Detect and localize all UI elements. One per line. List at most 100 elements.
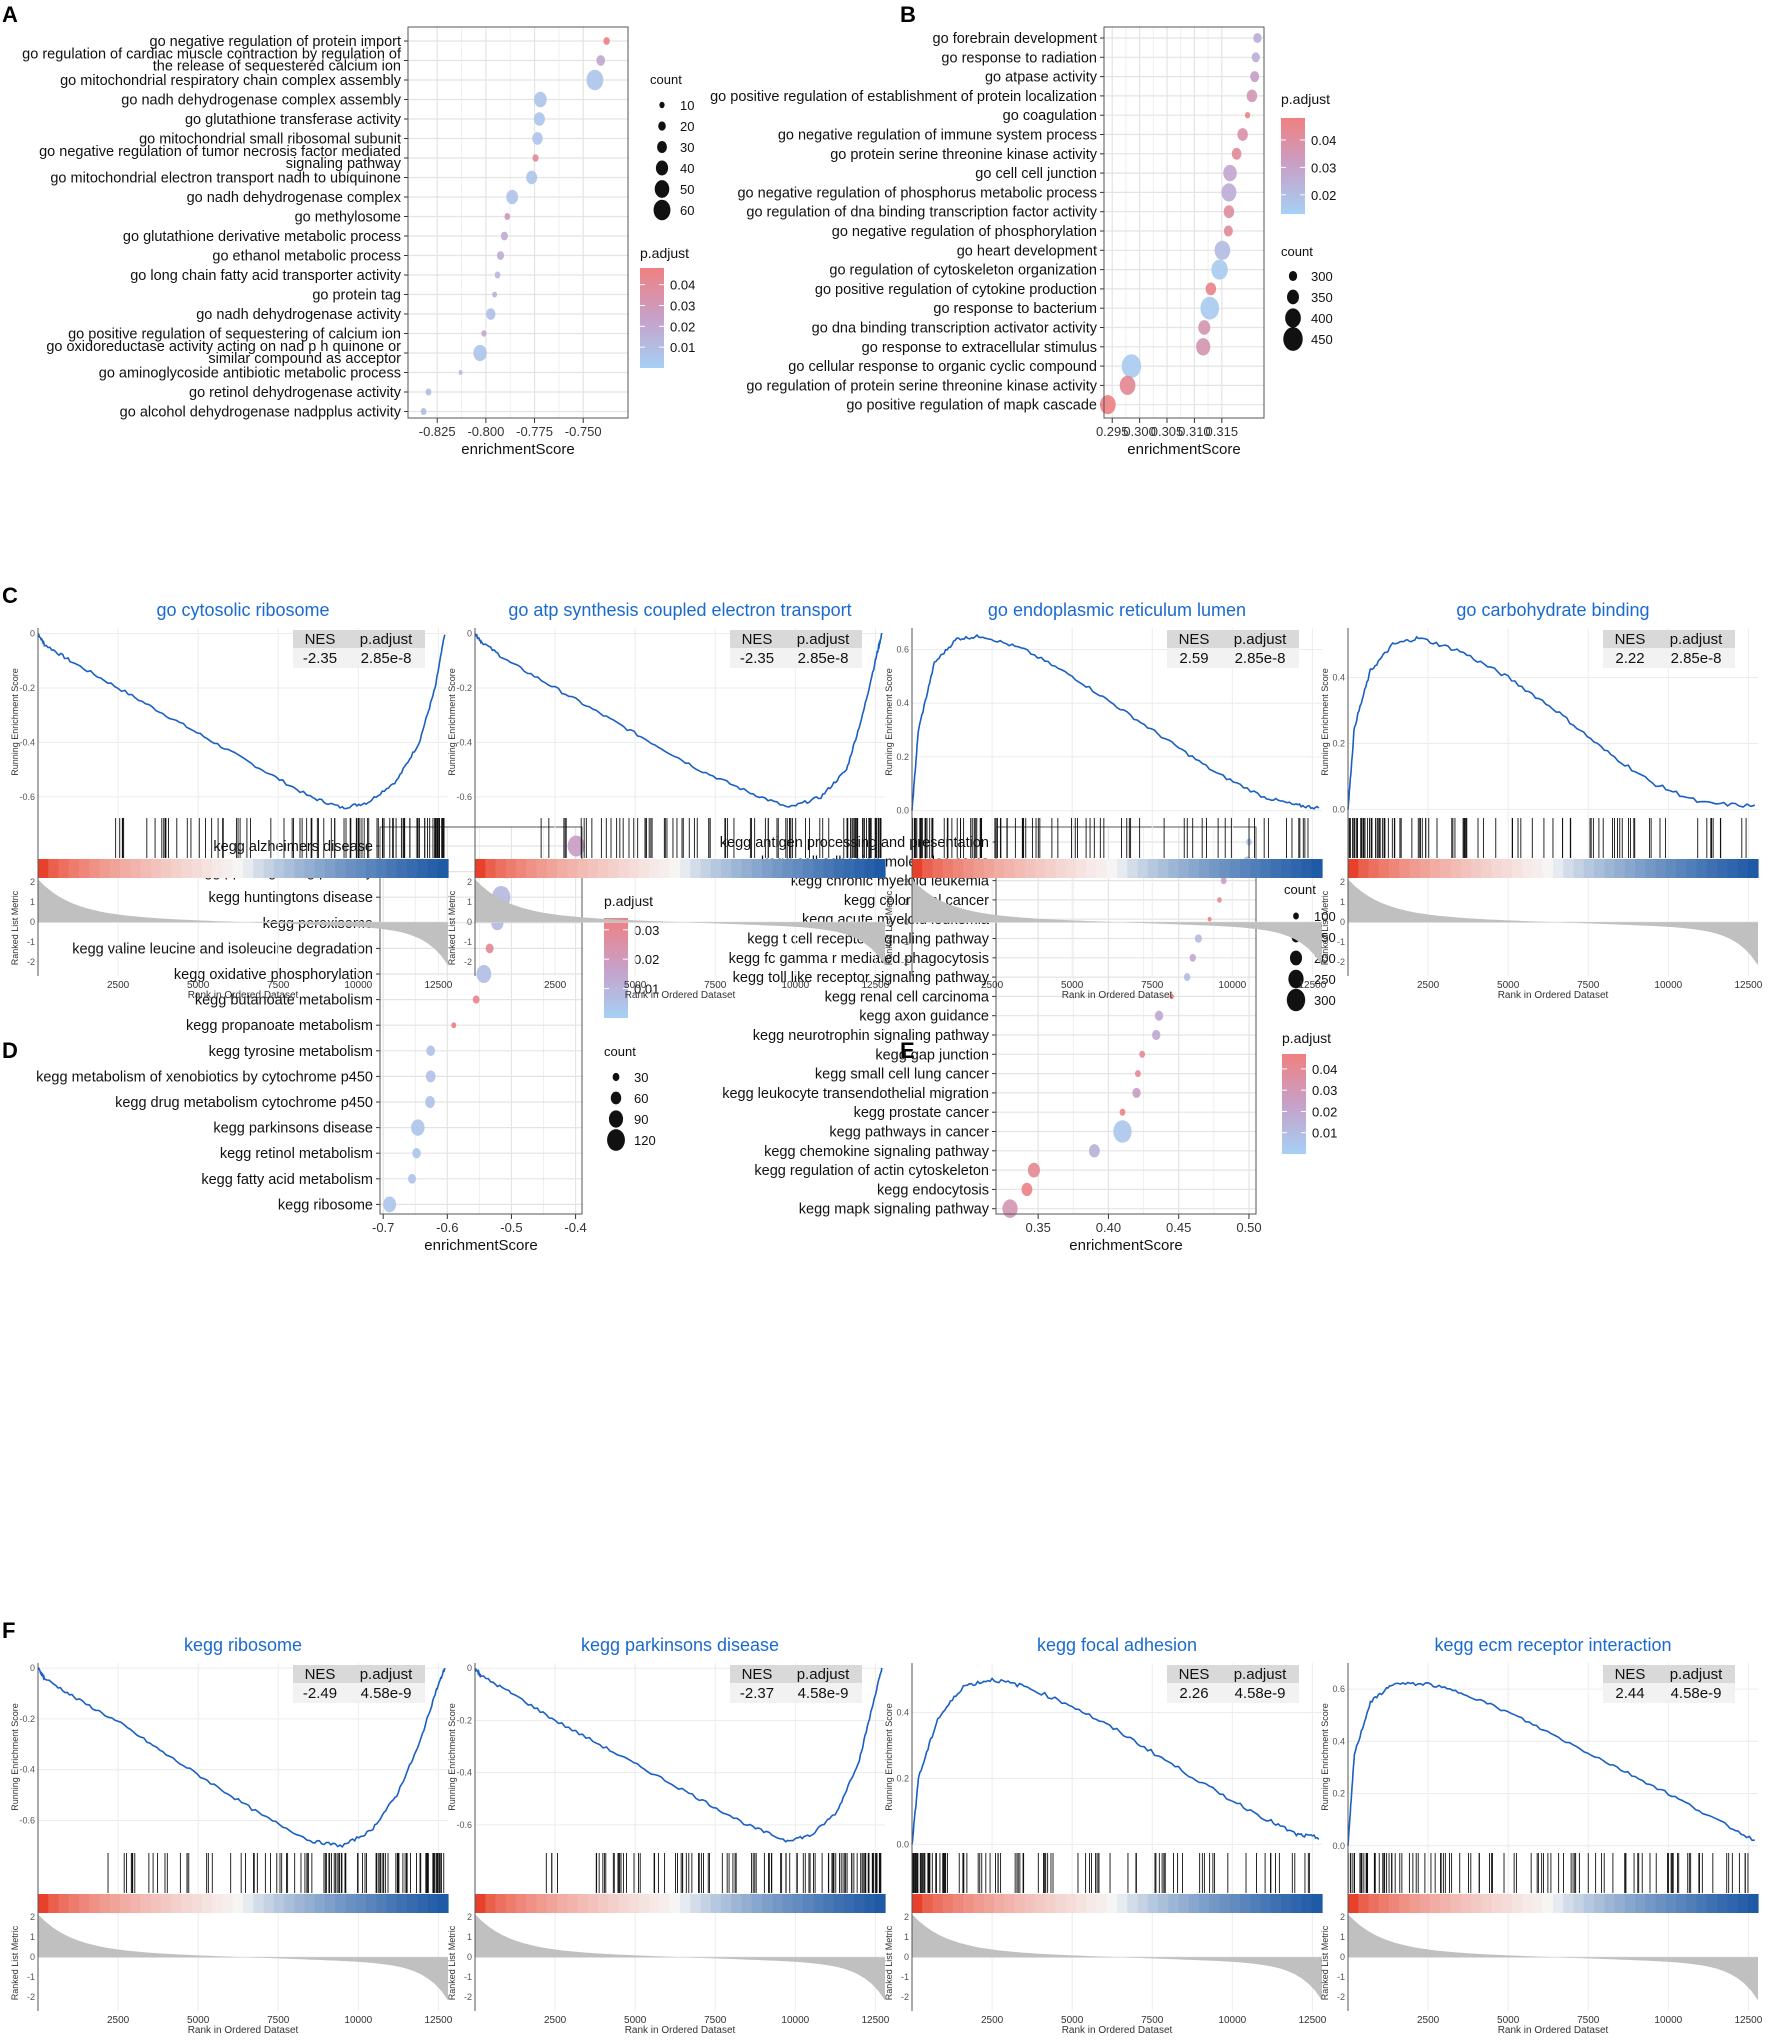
data-point — [496, 251, 505, 260]
x-tick-label: 0.295 — [1096, 424, 1129, 439]
data-point — [1205, 282, 1217, 296]
rank-heat-cell — [79, 859, 90, 878]
rank-heat-cell — [762, 859, 773, 878]
metric-tick-label: 0 — [904, 1952, 909, 1962]
data-point — [1231, 147, 1242, 160]
nes-header: NES — [1615, 631, 1646, 648]
rank-heat-cell — [1270, 859, 1282, 878]
padj-header: p.adjust — [1670, 631, 1723, 648]
rank-tick-label: 12500 — [861, 2015, 889, 2026]
nes-header-bg — [1167, 1665, 1221, 1683]
rank-heat-cell — [1209, 1894, 1221, 1913]
rank-heat-cell — [700, 859, 712, 878]
category-label: kegg fc gamma r mediated phagocytosis — [729, 951, 989, 967]
es-y-label: Running Enrichment Score — [884, 1703, 894, 1811]
rank-heat-cell — [109, 1894, 121, 1913]
rank-heat-cell — [1106, 1894, 1118, 1913]
data-point — [1220, 877, 1227, 885]
padj-legend-label: 0.03 — [1312, 1083, 1337, 1098]
category-label: go regulation of protein serine threonin… — [746, 378, 1097, 394]
rank-heat-cell — [1117, 859, 1128, 878]
rank-heat-cell — [690, 1894, 702, 1913]
metric-tick-label: 0 — [904, 917, 909, 927]
gsea-plot-c4: go carbohydrate binding 0.4 0.2 0.0 Running … — [1320, 600, 1763, 1001]
es-tick-label: -0.2 — [19, 683, 35, 693]
rank-heat-cell — [922, 859, 934, 878]
rank-heat-cell — [1229, 859, 1241, 878]
category-label: go long chain fatty acid transporter act… — [130, 268, 402, 284]
category-label: go mitochondrial respiratory chain compl… — [60, 73, 402, 89]
rank-heat-cell — [485, 1894, 497, 1913]
metric-tick-label: -2 — [901, 957, 909, 967]
es-tick-label: -0.6 — [456, 1820, 472, 1830]
rank-tick-label: 2500 — [544, 2015, 567, 2026]
rank-heat-cell — [762, 1894, 773, 1913]
x-tick-label: -0.775 — [516, 424, 553, 439]
data-point — [1189, 953, 1196, 962]
es-tick-label: 0.4 — [896, 1707, 909, 1717]
nes-header-bg — [293, 630, 347, 648]
rank-heat-cell — [130, 1894, 142, 1913]
rank-heat-cell — [89, 1894, 101, 1913]
rank-heat-cell — [1348, 859, 1359, 878]
rank-heat-cell — [1368, 1894, 1380, 1913]
rank-heat-cell — [1491, 859, 1503, 878]
padj-value: 4.58e-9 — [1235, 1685, 1286, 1702]
es-y-label: Running Enrichment Score — [10, 668, 20, 776]
x-tick-label: -0.5 — [500, 1220, 522, 1235]
metric-y-label: Ranked List Metric — [10, 890, 20, 965]
rank-heat-cell — [1014, 1894, 1026, 1913]
nes-value: -2.49 — [303, 1685, 337, 1702]
rank-heat-cell — [181, 1894, 193, 1913]
count-legend-label: 20 — [680, 119, 694, 134]
rank-heat-cell — [1665, 1894, 1677, 1913]
rank-heat-cell — [1737, 859, 1749, 878]
x-axis-label: enrichmentScore — [1127, 441, 1240, 458]
metric-tick-label: -1 — [901, 937, 909, 947]
rank-heat-cell — [953, 1894, 964, 1913]
rank-heat-cell — [284, 859, 295, 878]
rank-heat-cell — [1635, 1894, 1646, 1913]
count-legend-dot — [658, 121, 666, 131]
rank-heat-cell — [792, 859, 804, 878]
rank-heat-cell — [48, 1894, 60, 1913]
rank-heat-cell — [1563, 1894, 1575, 1913]
rank-heat-cell — [120, 859, 131, 878]
nes-header: NES — [305, 1666, 336, 1683]
rank-heat-cell — [437, 859, 449, 878]
es-curve — [911, 633, 1320, 811]
rank-heat-cell — [1281, 1894, 1292, 1913]
padj-colorbar — [1282, 1054, 1306, 1154]
rank-heat-cell — [171, 859, 183, 878]
count-legend-title: count — [650, 72, 682, 87]
padj-value: 2.85e-8 — [1235, 650, 1286, 667]
x-tick-label: -0.825 — [419, 424, 456, 439]
rank-heat-cell — [1614, 859, 1626, 878]
data-point — [533, 112, 545, 126]
data-point — [1251, 52, 1260, 63]
category-label-line: signaling pathway — [286, 156, 402, 172]
rank-heat-cell — [994, 1894, 1005, 1913]
category-label: go nadh dehydrogenase complex — [187, 190, 402, 206]
plot-border — [995, 826, 1257, 1215]
rank-heat-cell — [1481, 1894, 1493, 1913]
gsea-plot-c3: go endoplasmic reticulum lumen 0.6 0.4 0.2 0… — [884, 600, 1327, 1001]
data-point — [485, 943, 494, 954]
x-axis-label: enrichmentScore — [424, 1237, 537, 1254]
rank-heat-cell — [335, 859, 347, 878]
category-label: go methylosome — [295, 210, 401, 226]
rank-tick-label: 10000 — [1218, 980, 1246, 991]
padj-header-bg — [1657, 630, 1735, 648]
rank-heat-cell — [963, 1894, 975, 1913]
category-label: go positive regulation of establishment … — [710, 89, 1097, 105]
rank-heat-cell — [1045, 1894, 1057, 1913]
metric-area — [475, 1914, 885, 2001]
data-point — [532, 154, 539, 162]
x-tick-label: -0.750 — [565, 424, 602, 439]
padj-header: p.adjust — [1234, 631, 1287, 648]
category-label: go response to bacterium — [933, 301, 1097, 317]
hit-lines — [1347, 1853, 1749, 1893]
rank-heat-cell — [1706, 1894, 1718, 1913]
rank-tick-label: 10000 — [781, 980, 809, 991]
